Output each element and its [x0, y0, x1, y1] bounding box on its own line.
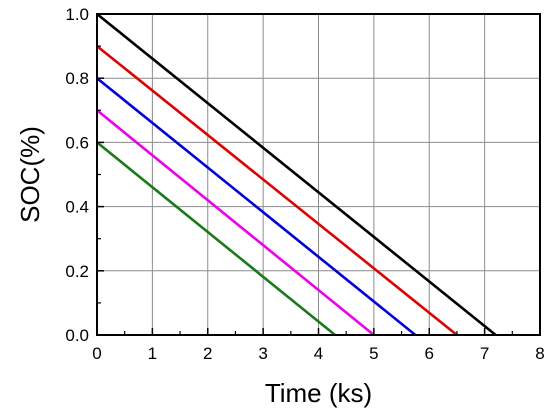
y-tick-label: 0.8 — [65, 69, 89, 88]
x-tick-label: 7 — [480, 344, 489, 363]
series-line-4 — [96, 109, 375, 337]
y-tick-labels: 0.0 0.2 0.4 0.6 0.8 1.0 — [65, 5, 89, 345]
y-tick-label: 0.6 — [65, 133, 89, 152]
x-tick-label: 4 — [314, 344, 323, 363]
x-axis-label: Time (ks) — [265, 378, 372, 408]
series-group — [96, 12, 497, 337]
y-tick-label: 1.0 — [65, 5, 89, 24]
y-tick-label: 0.0 — [65, 326, 89, 345]
grid — [97, 14, 540, 335]
series-line-5 — [96, 141, 336, 337]
y-tick-label: 0.2 — [65, 262, 89, 281]
ticks — [96, 13, 541, 336]
y-axis-label: SOC(%) — [15, 126, 45, 223]
x-tick-label: 2 — [203, 344, 212, 363]
x-tick-label: 1 — [148, 344, 157, 363]
x-tick-label: 6 — [425, 344, 434, 363]
x-tick-labels: 0 1 2 3 4 5 6 7 8 — [92, 344, 544, 363]
x-tick-label: 3 — [258, 344, 267, 363]
x-tick-label: 8 — [535, 344, 544, 363]
series-line-2 — [96, 45, 458, 337]
series-line-3 — [96, 77, 417, 337]
x-tick-label: 0 — [92, 344, 101, 363]
x-tick-label: 5 — [369, 344, 378, 363]
y-tick-label: 0.4 — [65, 198, 89, 217]
series-line-1 — [96, 12, 497, 337]
